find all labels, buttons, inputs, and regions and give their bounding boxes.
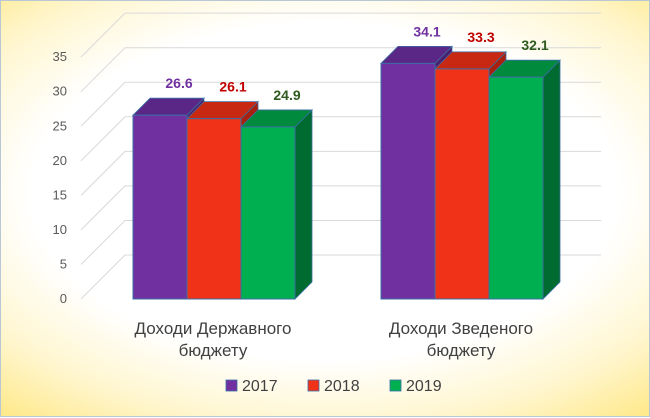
data-label: 32.1 xyxy=(521,37,548,53)
legend-label: 2018 xyxy=(324,378,360,395)
y-tick-label: 25 xyxy=(53,118,67,133)
bar-side-2019 xyxy=(294,108,313,300)
gridline-depth xyxy=(80,81,126,127)
category-label: Доходи Державного xyxy=(135,319,292,338)
gridline-depth xyxy=(80,116,126,162)
y-tick-label: 10 xyxy=(53,222,67,237)
y-tick-label: 15 xyxy=(53,187,67,202)
data-label: 26.1 xyxy=(219,79,246,95)
y-tick-label: 0 xyxy=(60,291,67,306)
legend-label: 2017 xyxy=(242,378,278,395)
bar-2019 xyxy=(488,76,544,300)
y-tick-label: 5 xyxy=(60,256,67,271)
y-tick-label: 35 xyxy=(53,49,67,64)
bar-2017 xyxy=(380,62,436,300)
bar-2019 xyxy=(240,126,296,300)
data-label: 34.1 xyxy=(413,23,440,39)
gridline-depth xyxy=(80,254,126,300)
legend-swatch-2019 xyxy=(389,379,402,392)
legend-label: 2019 xyxy=(406,378,442,395)
bar-side-2019 xyxy=(542,59,561,300)
gridline-depth xyxy=(80,185,126,231)
bar-2017 xyxy=(132,114,188,300)
bar-2018 xyxy=(434,68,490,300)
data-label: 26.6 xyxy=(165,75,192,91)
y-tick-label: 30 xyxy=(53,84,67,99)
bar-2018 xyxy=(186,118,242,300)
data-label: 24.9 xyxy=(273,87,300,103)
gridline-depth xyxy=(80,220,126,265)
y-tick-label: 20 xyxy=(53,153,67,168)
category-label: бюджету xyxy=(179,341,248,360)
legend-swatch-2017 xyxy=(225,379,238,392)
gridline-depth xyxy=(80,150,126,196)
category-label: Доходи Зведеного xyxy=(389,319,533,338)
data-label: 33.3 xyxy=(467,29,494,45)
gridline-depth xyxy=(80,12,126,58)
category-label: бюджету xyxy=(427,341,496,360)
legend-swatch-2018 xyxy=(307,379,320,392)
gridline-depth xyxy=(80,47,126,93)
